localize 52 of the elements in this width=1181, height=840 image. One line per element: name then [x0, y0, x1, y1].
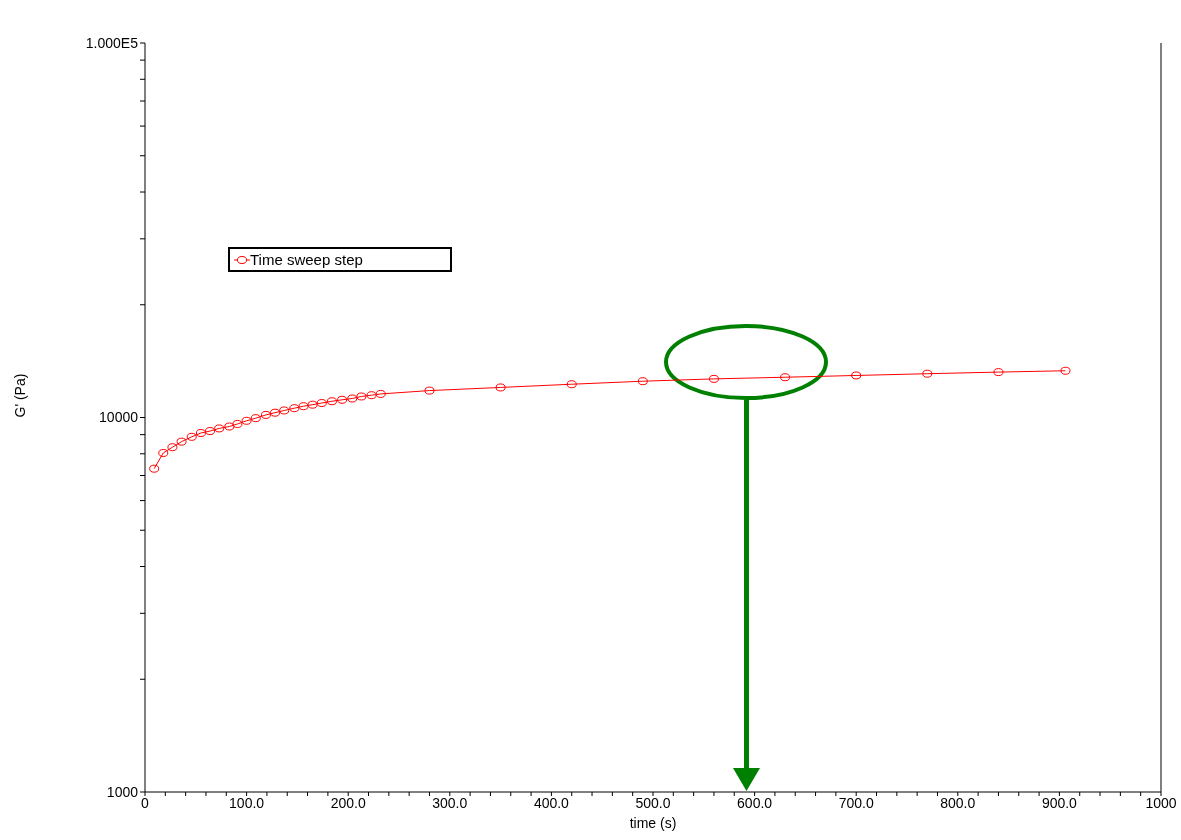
point: [195, 429, 206, 438]
point: [347, 394, 358, 403]
point: [307, 400, 318, 409]
point: [1060, 366, 1071, 375]
point: [241, 416, 252, 425]
point: [993, 368, 1004, 377]
x-tick-label: 400.0: [533, 794, 570, 811]
point: [167, 443, 178, 452]
point: [356, 392, 367, 401]
x-axis-title: time (s): [629, 815, 677, 831]
point: [424, 386, 435, 395]
point: [279, 406, 290, 415]
point: [375, 389, 386, 398]
x-tick-label: 900.0: [1041, 794, 1078, 811]
x-tick-label: 300.0: [432, 794, 468, 811]
y-tick-label: 10000: [99, 409, 139, 426]
x-tick-label: 1000: [1145, 794, 1177, 811]
point: [851, 371, 862, 380]
point: [289, 404, 300, 413]
point: [176, 437, 187, 446]
x-tick-label: 100.0: [229, 794, 265, 811]
y-tick-label: 1.000E5: [85, 34, 139, 51]
point: [214, 424, 225, 433]
point: [232, 419, 243, 428]
y-axis-title: G' (Pa): [11, 373, 28, 418]
point: [250, 414, 261, 423]
point: [270, 408, 281, 417]
point: [780, 373, 791, 382]
point: [366, 391, 377, 400]
point: [260, 410, 271, 419]
point: [158, 448, 169, 457]
point: [708, 374, 719, 383]
point: [149, 464, 160, 473]
point: [316, 399, 327, 408]
x-tick-label: 600.0: [737, 794, 773, 811]
x-tick-label: 700.0: [838, 794, 874, 811]
point: [298, 402, 309, 411]
x-tick-label: 200.0: [330, 794, 366, 811]
x-tick-label: 500.0: [635, 794, 671, 811]
point: [326, 397, 337, 406]
point: [495, 383, 506, 392]
point: [224, 422, 235, 431]
point: [566, 380, 577, 389]
legend-label: Time sweep step: [250, 251, 363, 268]
x-tick-label: 800.0: [940, 794, 976, 811]
y-tick-label: 1000: [106, 783, 139, 800]
x-tick-label: 0: [141, 794, 150, 811]
point: [337, 395, 348, 404]
point: [922, 369, 933, 378]
point: [637, 377, 648, 386]
point: [205, 427, 216, 436]
point: [186, 432, 197, 441]
